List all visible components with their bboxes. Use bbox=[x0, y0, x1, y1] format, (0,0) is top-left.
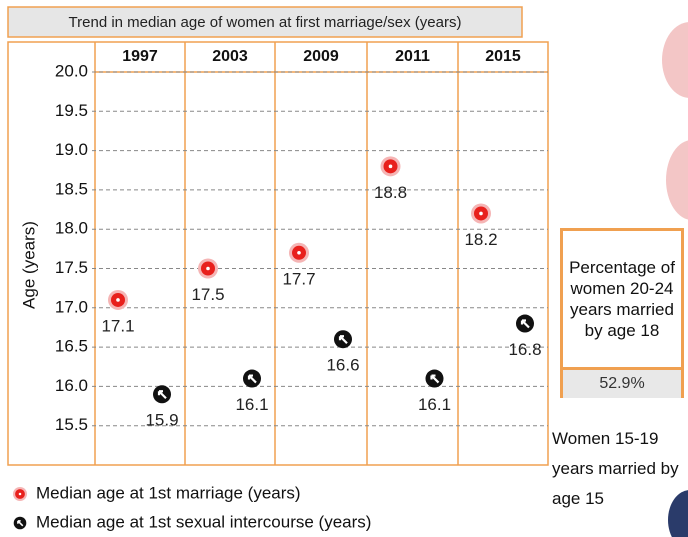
plot-frame bbox=[7, 41, 549, 466]
y-axis-label: Age (years) bbox=[19, 221, 38, 309]
sex-marker bbox=[243, 369, 261, 388]
legend-label: Median age at 1st marriage (years) bbox=[36, 483, 301, 502]
data-label: 16.8 bbox=[508, 340, 541, 359]
y-tick-label: 16.5 bbox=[55, 337, 88, 356]
y-tick-label: 19.5 bbox=[55, 101, 88, 120]
data-label: 17.1 bbox=[101, 316, 134, 335]
data-label: 17.5 bbox=[191, 285, 224, 304]
data-label: 16.1 bbox=[418, 395, 451, 414]
marriage-marker bbox=[471, 203, 491, 224]
y-tick-label: 16.0 bbox=[55, 376, 88, 395]
decoration bbox=[666, 140, 688, 220]
title-box bbox=[7, 6, 523, 38]
marker-center bbox=[479, 211, 483, 216]
x-tick-label: 2015 bbox=[485, 48, 521, 65]
sex-marker bbox=[153, 385, 171, 404]
marker-center bbox=[297, 250, 301, 255]
marriage-marker bbox=[108, 289, 128, 310]
marker-center bbox=[388, 164, 393, 169]
y-tick-label: 20.0 bbox=[55, 61, 88, 80]
marriage-marker bbox=[289, 242, 309, 263]
data-label: 16.6 bbox=[326, 356, 359, 375]
sex-marker bbox=[425, 369, 444, 388]
marker-arrow bbox=[520, 319, 530, 329]
x-tick-label: 1997 bbox=[122, 48, 158, 65]
decoration bbox=[668, 490, 688, 537]
y-tick-label: 18.5 bbox=[55, 179, 88, 198]
side-note: Women 15-19 years married by age 15 bbox=[552, 429, 679, 508]
data-label: 15.9 bbox=[145, 411, 178, 430]
y-tick-label: 15.5 bbox=[55, 415, 88, 434]
x-tick-label: 2003 bbox=[212, 48, 248, 65]
marriage-marker bbox=[198, 258, 218, 279]
marker-center bbox=[18, 492, 22, 496]
side-panel-title: Percentage of women 20-24 years married … bbox=[569, 258, 675, 340]
y-tick-label: 18.0 bbox=[55, 219, 88, 238]
sex-marker bbox=[516, 314, 534, 333]
y-tick-label: 17.0 bbox=[55, 297, 88, 316]
marker-center bbox=[206, 266, 210, 271]
marker-arrow bbox=[338, 335, 348, 345]
side-panel-value: 52.9% bbox=[563, 367, 681, 398]
chart-title: Trend in median age of women at first ma… bbox=[69, 14, 462, 31]
data-label: 16.1 bbox=[235, 395, 268, 414]
y-tick-label: 19.0 bbox=[55, 140, 88, 159]
marker-arrow bbox=[430, 374, 440, 384]
sex-marker bbox=[334, 330, 352, 349]
decoration bbox=[662, 22, 688, 98]
x-tick-label: 2011 bbox=[395, 48, 430, 65]
data-label: 18.8 bbox=[374, 183, 407, 202]
y-tick-label: 17.5 bbox=[55, 258, 88, 277]
legend-marker bbox=[13, 487, 27, 501]
data-label: 18.2 bbox=[464, 230, 497, 249]
side-panel: Percentage of women 20-24 years married … bbox=[560, 228, 684, 398]
data-label: 17.7 bbox=[282, 269, 315, 288]
marker-arrow bbox=[17, 520, 24, 527]
legend-marker bbox=[13, 516, 27, 530]
marker-arrow bbox=[157, 390, 167, 400]
marker-center bbox=[116, 298, 120, 302]
marriage-marker bbox=[380, 156, 401, 177]
marker-arrow bbox=[247, 374, 257, 384]
x-tick-label: 2009 bbox=[303, 48, 339, 65]
legend-label: Median age at 1st sexual intercourse (ye… bbox=[36, 512, 371, 531]
